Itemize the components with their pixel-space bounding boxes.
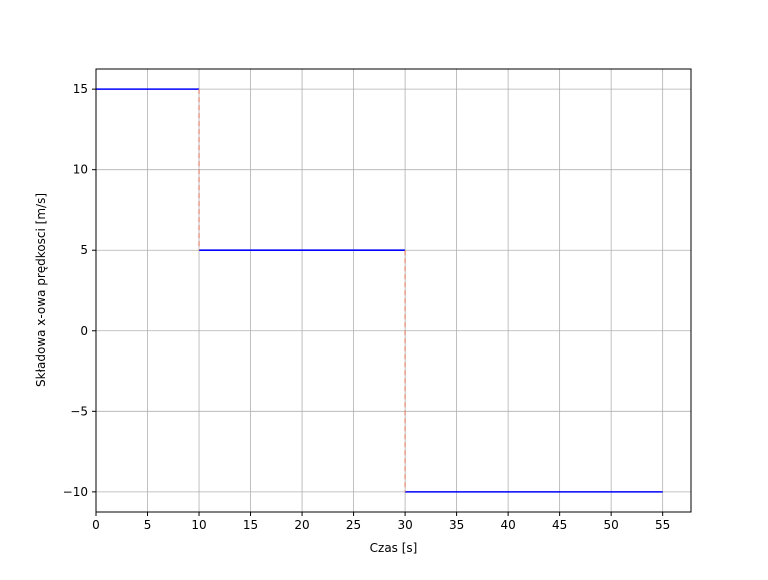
x-tick-label: 20: [294, 518, 309, 532]
x-tick-label: 30: [397, 518, 412, 532]
x-tick-label: 0: [92, 518, 100, 532]
x-axis-label: Czas [s]: [370, 541, 418, 555]
x-tick-label: 5: [144, 518, 152, 532]
y-axis-label: Składowa x-owa prędkosci [m/s]: [34, 193, 48, 387]
x-tick-label: 50: [604, 518, 619, 532]
y-tick-label: 5: [80, 243, 88, 257]
x-tick-label: 45: [552, 518, 567, 532]
y-tick-label: −5: [70, 404, 88, 418]
x-tick-label: 25: [346, 518, 361, 532]
y-tick-label: 15: [73, 82, 88, 96]
x-tick-label: 10: [191, 518, 206, 532]
x-tick-label: 40: [500, 518, 515, 532]
y-tick-label: −10: [63, 485, 88, 499]
grid: [95, 69, 691, 512]
x-tick-label: 35: [449, 518, 464, 532]
y-tick-label: 10: [73, 163, 88, 177]
y-tick-label: 0: [80, 324, 88, 338]
x-tick-label: 55: [655, 518, 670, 532]
series-marks: [96, 88, 663, 493]
ticks: 0 5 10 15 20 25 30 35 40 45 50 55 −10 −5 0 5 10 15: [63, 82, 671, 532]
plot-frame: [95, 68, 692, 513]
x-tick-label: 15: [243, 518, 258, 532]
